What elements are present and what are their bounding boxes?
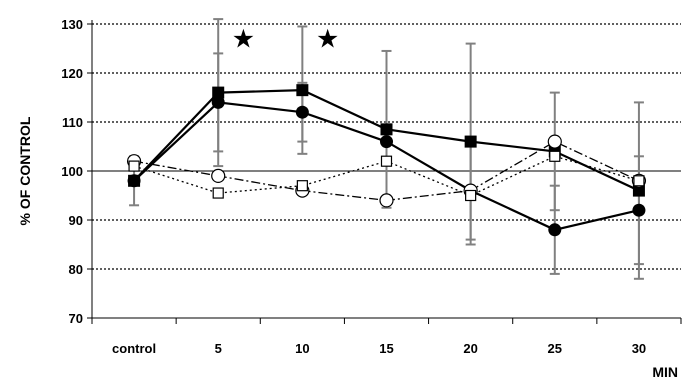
point-s1-2 [295,105,309,119]
point-s2-5 [547,134,562,149]
x-tick-label-10: 10 [295,341,309,356]
point-s3-6 [633,175,645,187]
point-s3-5 [549,150,561,162]
point-s1-3 [380,135,393,149]
point-s0-6 [632,184,645,197]
y-tick-label-100: 100 [61,164,83,179]
point-s3-4 [465,189,477,202]
point-s1-5 [548,223,562,237]
point-s2-1 [211,168,226,183]
x-tick-label-30: 30 [632,341,646,356]
x-tick-label-control: control [112,341,156,356]
y-tick-label-110: 110 [62,115,83,130]
y-tick-label-80: 80 [69,262,83,277]
point-s0-2 [296,84,309,97]
point-s1-6 [632,203,646,217]
point-s3-2 [296,180,308,192]
point-s3-1 [212,187,224,199]
y-tick-label-120: 120 [61,66,83,81]
point-s2-3 [379,193,394,208]
point-s1-1 [211,95,225,109]
significance-star-0: ★ [232,25,255,55]
significance-star-1: ★ [316,25,339,55]
x-tick-label-5: 5 [215,341,222,356]
x-tick-label-25: 25 [548,341,562,356]
y-tick-label-90: 90 [69,213,83,228]
point-s0-1 [212,86,225,99]
y-tick-label-130: 130 [61,17,83,32]
point-s1-0 [127,174,141,188]
point-s3-3 [380,155,393,167]
x-tick-label-15: 15 [379,341,393,356]
x-axis-title: MIN [652,364,678,380]
point-s0-4 [464,135,477,148]
point-s3-0 [128,160,140,172]
x-tick-label-20: 20 [463,341,477,356]
y-tick-label-70: 70 [69,311,83,326]
point-s0-3 [380,123,393,136]
y-axis-title: % OF CONTROL [17,116,33,225]
